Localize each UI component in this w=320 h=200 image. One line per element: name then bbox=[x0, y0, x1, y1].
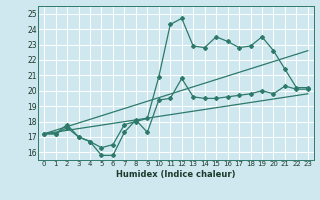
X-axis label: Humidex (Indice chaleur): Humidex (Indice chaleur) bbox=[116, 170, 236, 179]
